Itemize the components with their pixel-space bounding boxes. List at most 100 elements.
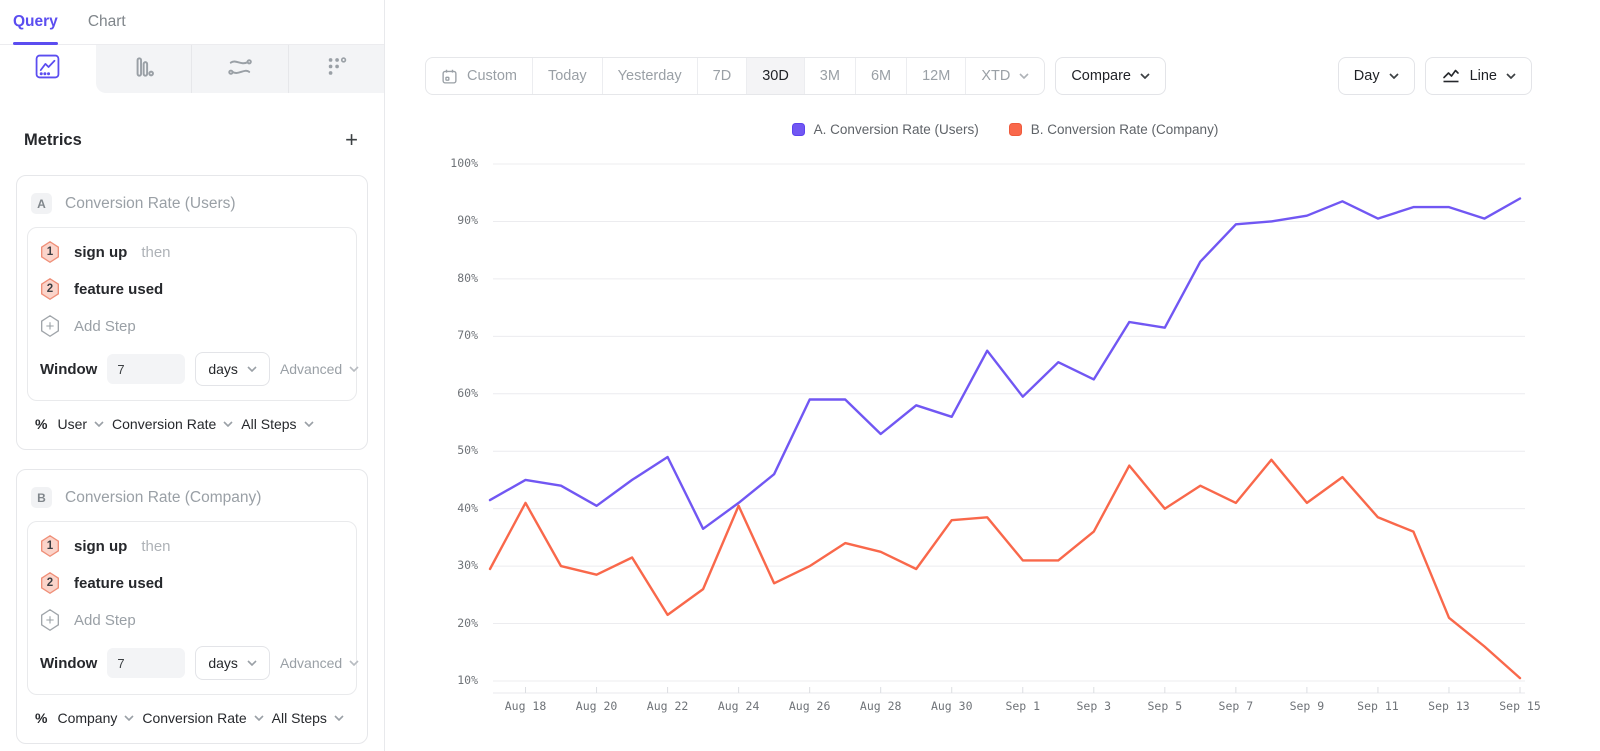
y-tick-label: 50% [457,443,478,458]
range-30d[interactable]: 30D [747,58,805,94]
metric-card-a: A Conversion Rate (Users) 1 sign up then… [16,175,368,450]
range-custom[interactable]: Custom [426,58,533,94]
chart-legend: A. Conversion Rate (Users) B. Conversion… [485,122,1525,137]
metric-type-dropdown[interactable]: Conversion Rate [112,416,233,432]
advanced-dropdown[interactable]: Advanced [280,361,359,377]
chevron-down-icon [94,421,104,427]
chart-style-dropdown[interactable]: Line [1424,57,1532,95]
window-label: Window [40,654,98,672]
series-line-a[interactable] [488,197,1522,530]
scatter-chart-icon [323,54,349,85]
chevron-down-icon [223,421,233,427]
steps-scope-label: All Steps [271,710,327,726]
advanced-label: Advanced [279,655,343,671]
step-event-label[interactable]: sign up [74,537,128,555]
tab-chart-label: Chart [87,13,126,30]
window-unit-dropdown[interactable]: days [195,352,270,386]
chart-type-scatter-tab[interactable] [287,45,384,93]
add-metric-button[interactable]: + [345,127,358,152]
add-step-button[interactable]: + Add Step [40,609,344,631]
x-tick-label: Sep 7 [1218,699,1254,713]
chevron-down-icon [247,366,257,372]
window-value-input[interactable] [107,648,186,678]
x-tick-label: Sep 9 [1289,699,1325,713]
step-row[interactable]: 1 sign up then [40,535,344,557]
metric-card-b: B Conversion Rate (Company) 1 sign up th… [16,469,368,744]
y-tick-label: 100% [450,156,478,170]
x-tick-label: Sep 3 [1076,699,1112,713]
granularity-dropdown[interactable]: Day [1337,57,1415,95]
advanced-dropdown[interactable]: Advanced [280,655,359,671]
add-step-label: Add Step [74,317,136,335]
hexagon-plus-icon: + [40,609,60,631]
entity-dropdown[interactable]: User [57,416,104,432]
tab-query-label: Query [13,13,58,30]
window-unit-dropdown[interactable]: days [195,646,270,680]
y-tick-label: 80% [457,270,478,285]
range-yesterday[interactable]: Yesterday [603,58,698,94]
chart-type-flow-tab[interactable] [191,45,288,93]
step-number-badge: 2 [40,572,60,594]
y-tick-label: 20% [457,615,478,630]
metric-title-a[interactable]: Conversion Rate (Users) [65,194,236,212]
metric-card-b-header: B Conversion Rate (Company) [27,480,357,521]
legend-item-b[interactable]: B. Conversion Rate (Company) [1008,122,1218,137]
steps-scope-dropdown[interactable]: All Steps [241,416,314,432]
window-value-input[interactable] [107,354,186,384]
chevron-down-icon [1140,73,1150,79]
range-label: 30D [762,68,789,84]
chart-type-line-tab[interactable] [0,45,96,93]
range-today[interactable]: Today [533,58,603,94]
step-row[interactable]: 2 feature used [40,278,344,300]
step-row[interactable]: 1 sign up then [40,241,344,263]
step-event-label[interactable]: feature used [74,574,164,592]
hexagon-plus-icon: + [40,315,60,337]
range-xtd[interactable]: XTD [966,58,1044,94]
range-label: Today [547,68,587,84]
step-row[interactable]: 2 feature used [40,572,344,594]
advanced-label: Advanced [279,361,343,377]
line-chart[interactable] [485,155,1525,703]
range-12m[interactable]: 12M [907,58,967,94]
metric-title-b[interactable]: Conversion Rate (Company) [65,488,262,506]
range-3m[interactable]: 3M [805,58,856,94]
metric-card-a-header: A Conversion Rate (Users) [27,186,357,227]
series-line-b[interactable] [488,458,1522,680]
range-label: Yesterday [617,68,682,84]
chart-type-bar-tab[interactable] [95,45,191,93]
range-label: 3M [819,68,840,84]
chart-pane: Custom Today Yesterday 7D 30D 3M 6M 12M XTD Comp… [385,0,1600,751]
x-tick-label: Aug 28 [859,699,902,713]
steps-scope-dropdown[interactable]: All Steps [272,710,344,726]
y-tick-label: 70% [457,328,478,343]
range-6m[interactable]: 6M [856,58,908,94]
range-7d[interactable]: 7D [698,58,748,94]
chevron-down-icon [1506,73,1516,79]
range-label: 7D [712,68,732,84]
legend-label-a: A. Conversion Rate (Users) [813,122,979,137]
x-tick-label: Sep 1 [1005,699,1041,713]
date-range-control: Custom Today Yesterday 7D 30D 3M 6M 12M XTD [425,57,1046,95]
y-tick-label: 40% [457,500,478,515]
compare-button[interactable]: Compare [1055,57,1166,95]
chevron-down-icon [124,715,134,721]
entity-dropdown[interactable]: Company [57,710,134,726]
step-number-badge: 1 [40,241,60,263]
legend-swatch-a [791,123,805,136]
tab-query[interactable]: Query [13,0,58,45]
steps-scope-label: All Steps [241,416,297,432]
granularity-label: Day [1353,68,1380,84]
step-event-label[interactable]: sign up [74,243,128,261]
legend-item-a[interactable]: A. Conversion Rate (Users) [791,122,979,137]
compare-label: Compare [1071,68,1131,84]
line-chart-icon [35,54,60,84]
metric-type-dropdown[interactable]: Conversion Rate [142,710,264,726]
step-number-badge: 2 [40,278,60,300]
flow-chart-icon [227,54,253,85]
step-event-label[interactable]: feature used [74,280,164,298]
metric-badge-a: A [31,193,52,214]
tab-chart[interactable]: Chart [88,0,126,44]
range-label: 6M [870,68,892,84]
entity-label: Company [57,710,118,726]
add-step-button[interactable]: + Add Step [40,315,344,337]
